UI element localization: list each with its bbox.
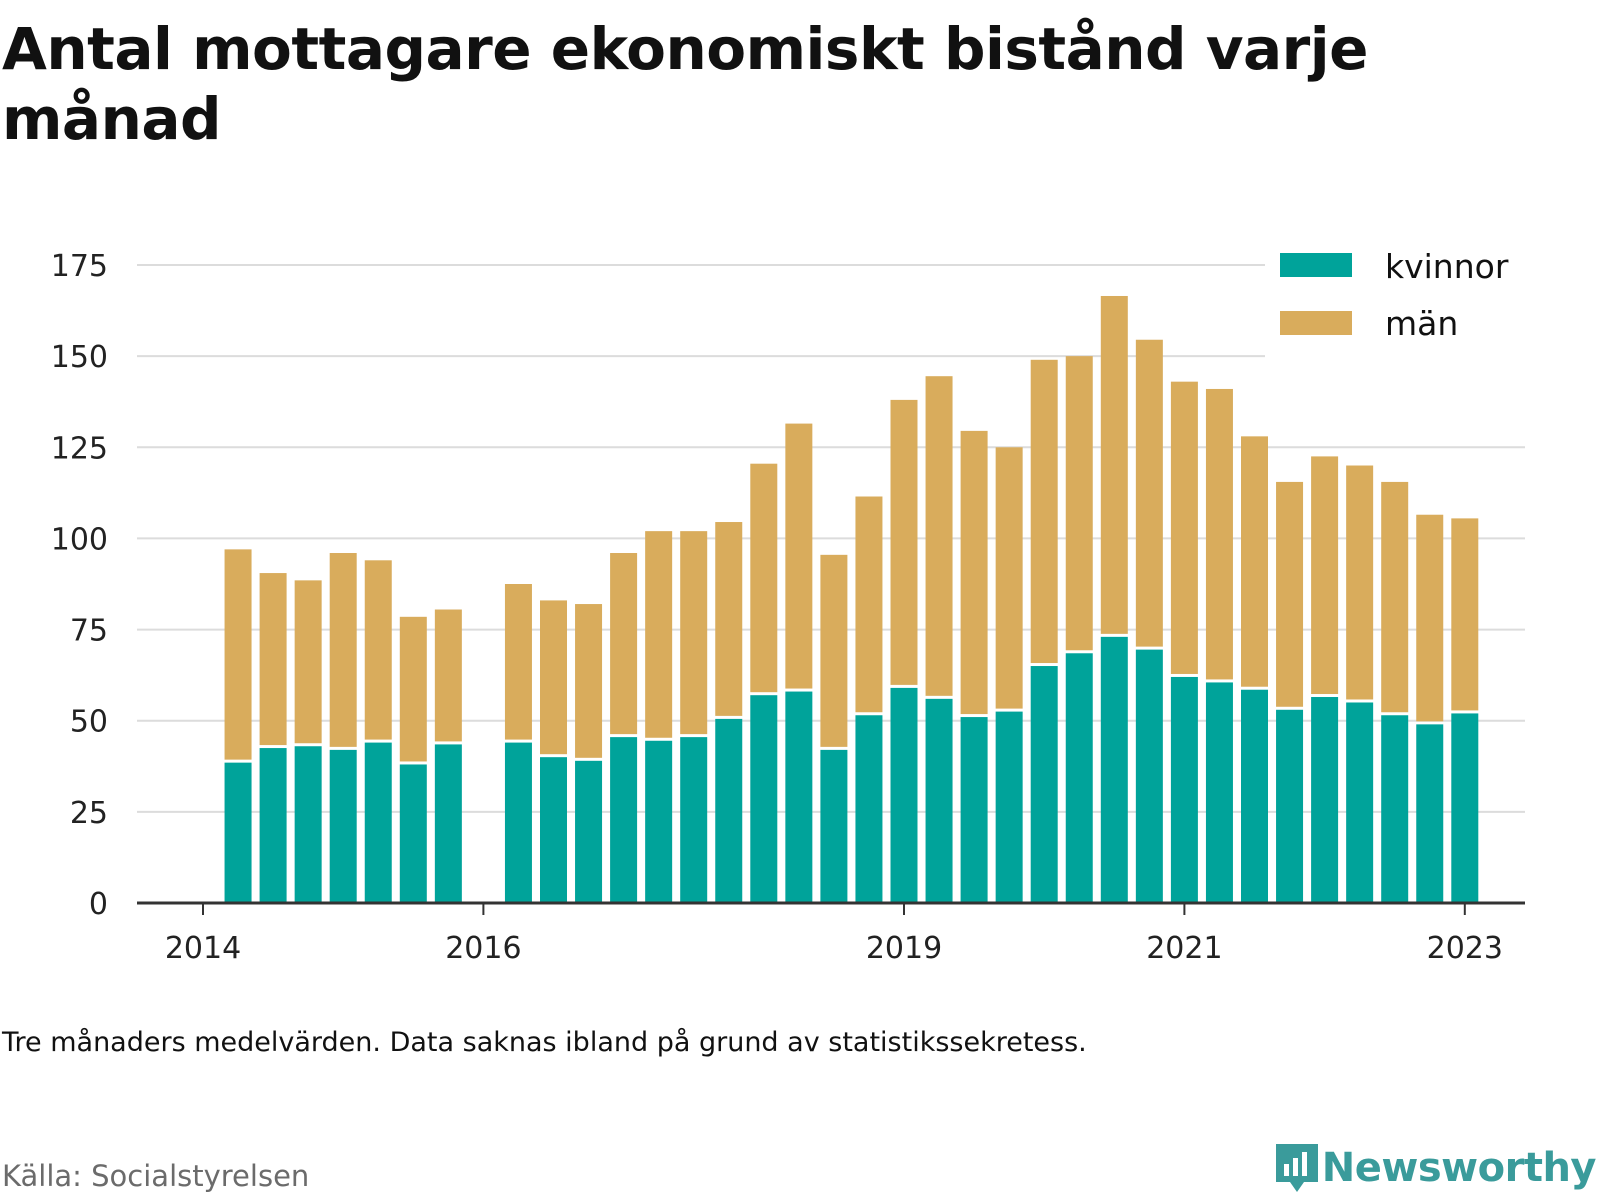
- legend-swatch-kvinnor: [1280, 253, 1352, 277]
- y-tick-label: 75: [70, 614, 108, 649]
- bar-man: [434, 609, 462, 742]
- bar-man: [890, 399, 918, 685]
- newsworthy-logo-icon: [1275, 1144, 1318, 1192]
- bar-man: [224, 549, 252, 760]
- bar-man: [1205, 388, 1233, 680]
- bar-kvinnor: [540, 757, 567, 903]
- bar-kvinnor: [1065, 653, 1093, 903]
- bar-man: [960, 430, 988, 715]
- bar-man: [329, 553, 357, 747]
- bar-man: [1100, 295, 1128, 634]
- bar-kvinnor: [820, 749, 848, 903]
- bar-man: [294, 580, 322, 744]
- bar-man: [1381, 481, 1409, 713]
- bar-kvinnor: [1135, 649, 1163, 903]
- y-tick-label: 175: [51, 249, 108, 284]
- bar-man: [1451, 518, 1479, 711]
- bar-kvinnor: [294, 746, 322, 903]
- y-tick-label: 150: [51, 340, 108, 375]
- stacked-bar-chart: 0 25 50 75 100 125 150 175 2014 2016 2019 2021 2023…: [50, 235, 1535, 966]
- bar-kvinnor: [715, 718, 743, 903]
- bar-man: [645, 531, 673, 738]
- bar-kvinnor: [364, 742, 392, 903]
- bar-kvinnor: [890, 687, 918, 903]
- bar-man: [1170, 381, 1198, 674]
- y-axis-labels: 0 25 50 75 100 125 150 175: [51, 249, 108, 922]
- bar-kvinnor: [1205, 682, 1233, 903]
- bar-kvinnor: [680, 737, 708, 903]
- bar-man: [399, 616, 427, 762]
- bar-man: [1030, 359, 1058, 664]
- bar-man: [925, 376, 953, 696]
- bar-kvinnor: [610, 737, 638, 903]
- y-tick-label: 25: [70, 796, 108, 831]
- bar-kvinnor: [1170, 676, 1198, 903]
- bar-kvinnor: [995, 711, 1023, 903]
- bar-man: [820, 554, 848, 747]
- y-tick-label: 100: [51, 522, 108, 557]
- y-tick-label: 125: [51, 431, 108, 466]
- bar-kvinnor: [575, 760, 603, 903]
- bar-kvinnor: [1381, 715, 1409, 903]
- x-tick-label: 2016: [445, 931, 521, 966]
- bar-man: [540, 600, 567, 755]
- bar-kvinnor: [1311, 697, 1339, 903]
- bar-man: [1311, 456, 1339, 695]
- source-label: Källa: Socialstyrelsen: [2, 1159, 310, 1193]
- legend-label-kvinnor: kvinnor: [1385, 247, 1509, 286]
- legend-label-man: män: [1385, 304, 1458, 343]
- bar-kvinnor: [399, 764, 427, 903]
- bar-kvinnor: [645, 740, 673, 903]
- bar-man: [575, 604, 603, 758]
- legend: kvinnor män: [1265, 235, 1535, 365]
- bar-man: [259, 573, 287, 746]
- bar-man: [855, 496, 883, 713]
- newsworthy-logo: Newsworthy: [1272, 1140, 1597, 1196]
- legend-swatch-man: [1280, 311, 1352, 335]
- bar-kvinnor: [1346, 702, 1374, 903]
- bar-kvinnor: [329, 749, 357, 903]
- bar-kvinnor: [960, 717, 988, 903]
- y-tick-label: 0: [89, 887, 108, 922]
- bar-kvinnor: [504, 742, 532, 903]
- bar-man: [680, 531, 708, 735]
- bar-man: [504, 584, 532, 740]
- brand-name: Newsworthy: [1321, 1145, 1597, 1191]
- bar-man: [1276, 481, 1304, 707]
- x-tick-label: 2019: [866, 931, 942, 966]
- bar-man: [364, 560, 392, 740]
- bar-man: [1065, 356, 1093, 651]
- bar-man: [610, 553, 638, 735]
- bar-man: [1346, 465, 1374, 700]
- chart-note: Tre månaders medelvärden. Data saknas ib…: [2, 1027, 1087, 1058]
- bar-kvinnor: [259, 748, 287, 903]
- bar-man: [715, 522, 743, 716]
- bar-man: [750, 463, 778, 693]
- bar-man: [1416, 514, 1444, 722]
- bar-man: [995, 447, 1023, 709]
- y-tick-label: 50: [70, 705, 108, 740]
- bar-kvinnor: [1416, 724, 1444, 903]
- x-tick-label: 2021: [1146, 931, 1222, 966]
- bar-kvinnor: [750, 695, 778, 903]
- bar-kvinnor: [224, 762, 252, 903]
- x-tick-label: 2023: [1427, 931, 1503, 966]
- bar-kvinnor: [785, 691, 813, 903]
- bar-kvinnor: [1241, 689, 1268, 903]
- bar-kvinnor: [855, 715, 883, 903]
- x-axis: 2014 2016 2019 2021 2023: [137, 901, 1525, 966]
- bars: [224, 295, 1479, 903]
- bar-man: [1135, 339, 1163, 647]
- bar-kvinnor: [1030, 666, 1058, 903]
- bar-kvinnor: [1100, 636, 1128, 903]
- bar-kvinnor: [925, 698, 953, 903]
- bar-man: [1241, 436, 1268, 687]
- x-tick-label: 2014: [165, 931, 241, 966]
- bar-kvinnor: [1276, 709, 1304, 903]
- chart-title: Antal mottagare ekonomiskt bistånd varje…: [2, 15, 1369, 153]
- bar-man: [785, 423, 813, 689]
- bar-kvinnor: [434, 744, 462, 903]
- bar-kvinnor: [1451, 713, 1479, 903]
